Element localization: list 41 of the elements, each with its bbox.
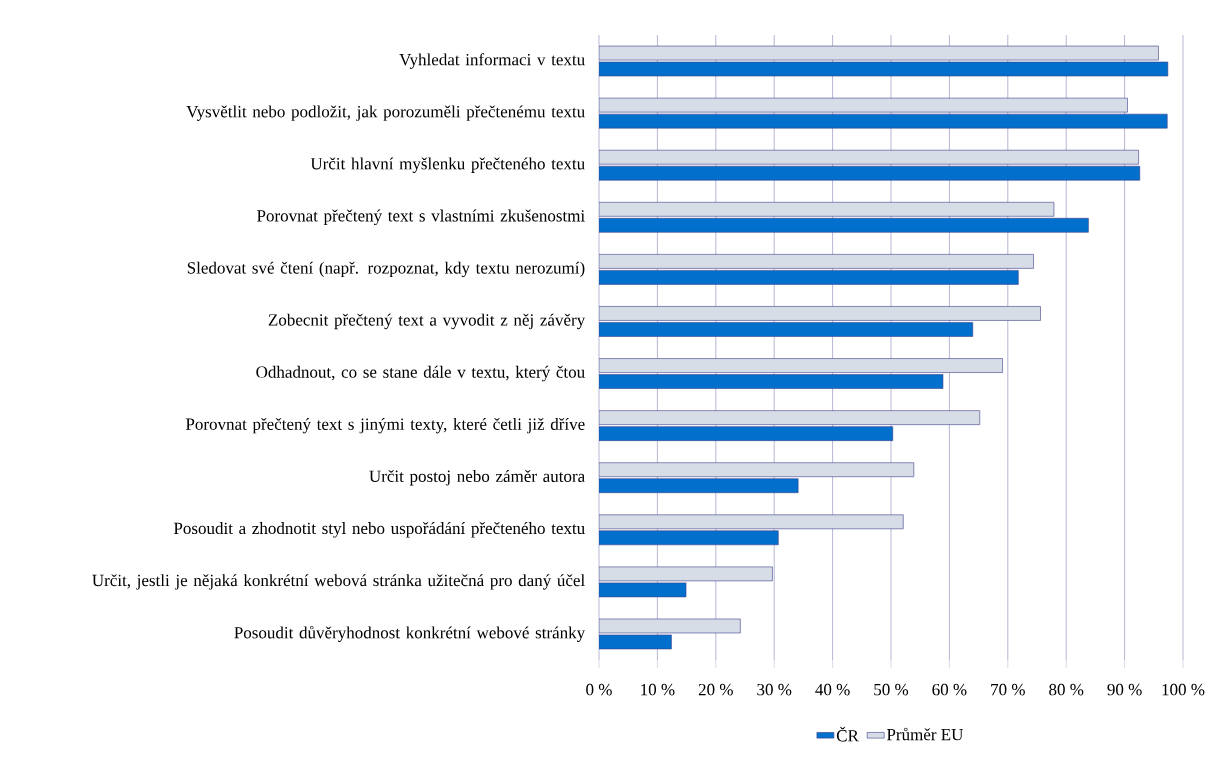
y-tick-label: Vyhledat informaci v textu	[399, 53, 585, 69]
legend-label: Průměr EU	[886, 727, 964, 741]
bar	[599, 322, 974, 337]
x-tick-label: 30 %	[757, 683, 792, 696]
bar	[599, 358, 1003, 373]
x-tick-label: 50 %	[874, 683, 909, 696]
bar	[599, 165, 1141, 181]
x-tick-label: 90 %	[1107, 683, 1142, 696]
bar	[599, 217, 1089, 233]
bar	[599, 306, 1041, 321]
y-tick-label: Sledovat své čtení (např. rozpoznat, kdy textu nerozumí)	[187, 261, 585, 278]
x-tick-label: 60 %	[932, 683, 967, 696]
bar	[599, 410, 981, 425]
bar	[599, 254, 1034, 269]
x-tick-label: 70 %	[991, 683, 1025, 696]
y-tick-label: Určit postoj nebo záměr autora	[369, 469, 585, 486]
x-tick-label: 10 %	[641, 683, 675, 696]
x-tick-label: 100 %	[1162, 683, 1205, 696]
bar	[599, 514, 904, 530]
x-tick-label: 20 %	[698, 683, 733, 696]
bar	[599, 270, 1019, 285]
x-tick-label: 40 %	[815, 683, 850, 696]
y-tick-label: Porovnat přečtený text s vlastními zkušenostmi	[257, 209, 585, 226]
y-tick-label: Zobecnit přečtený text a vyvodit z něj závěry	[268, 313, 586, 330]
legend-label: ČR	[836, 726, 859, 742]
y-tick-label: Odhadnout, co se stane dále v textu, který čtou	[256, 365, 585, 382]
y-tick-label: Určit hlavní myšlenku přečteného textu	[310, 157, 585, 173]
bar	[599, 478, 799, 494]
x-tick-label: 0 %	[586, 683, 612, 696]
bar	[599, 149, 1139, 165]
y-tick-label: Porovnat přečtený text s jinými texty, které četli již dříve	[185, 417, 585, 434]
y-tick-label: Vysvětlit nebo podložit, jak porozuměli přečtenému textu	[186, 105, 585, 121]
bar	[599, 202, 1055, 217]
bar	[599, 426, 894, 441]
bar	[599, 374, 944, 389]
bar	[599, 530, 779, 546]
y-tick-label: Posoudit a zhodnotit styl nebo uspořádání přečteného textu	[173, 522, 585, 538]
x-tick-label: 80 %	[1049, 683, 1084, 696]
y-tick-label: Určit, jestli je nějaká konkrétní webová stránka užitečná pro daný účel	[92, 574, 585, 590]
y-tick-label: Posoudit důvěryhodnost konkrétní webové stránky	[234, 625, 586, 642]
bar	[599, 462, 915, 478]
